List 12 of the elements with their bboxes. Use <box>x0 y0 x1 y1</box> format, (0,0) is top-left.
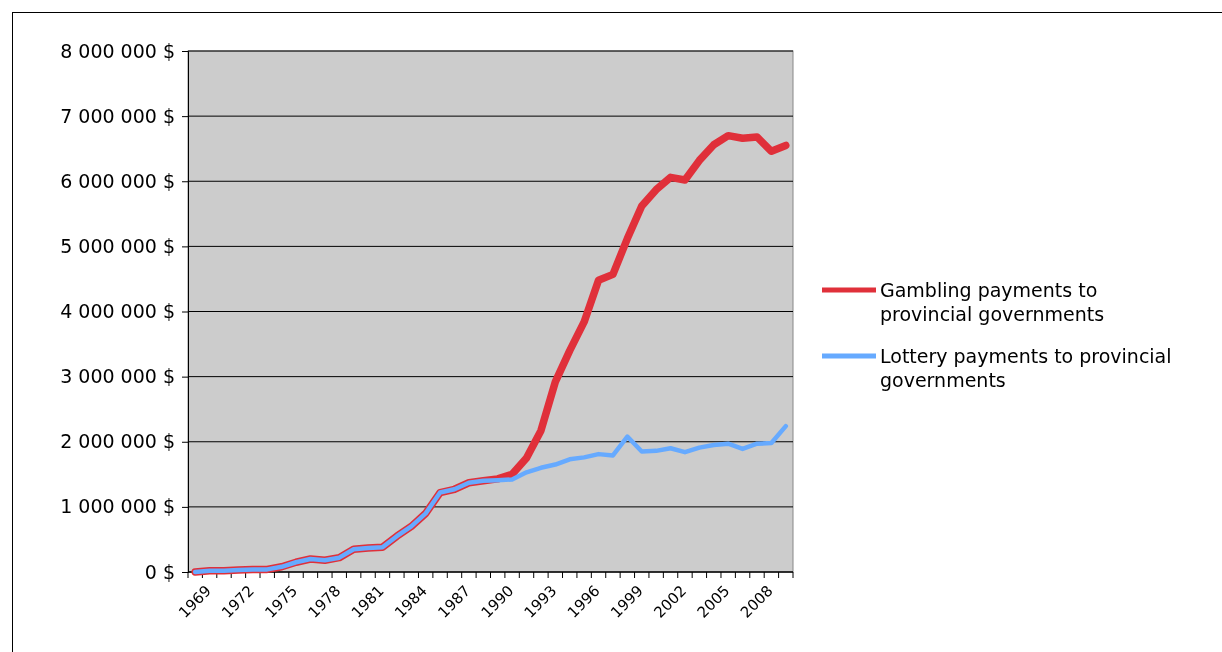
legend-label: Lottery payments to provincial governments <box>880 345 1172 391</box>
legend-label: Gambling payments to provincial governments <box>880 279 1105 325</box>
y-tick-label: 5 000 000 $ <box>60 234 175 257</box>
y-tick-label: 7 000 000 $ <box>60 104 175 127</box>
y-tick-label: 3 000 000 $ <box>60 365 175 388</box>
y-tick-label: 1 000 000 $ <box>60 495 175 518</box>
y-tick-label: 6 000 000 $ <box>60 169 175 192</box>
y-tick-label: 4 000 000 $ <box>60 300 175 323</box>
y-tick-label: 0 $ <box>144 560 175 583</box>
y-tick-label: 8 000 000 $ <box>60 39 175 62</box>
line-series <box>192 423 789 575</box>
y-tick-label: 2 000 000 $ <box>60 430 175 453</box>
